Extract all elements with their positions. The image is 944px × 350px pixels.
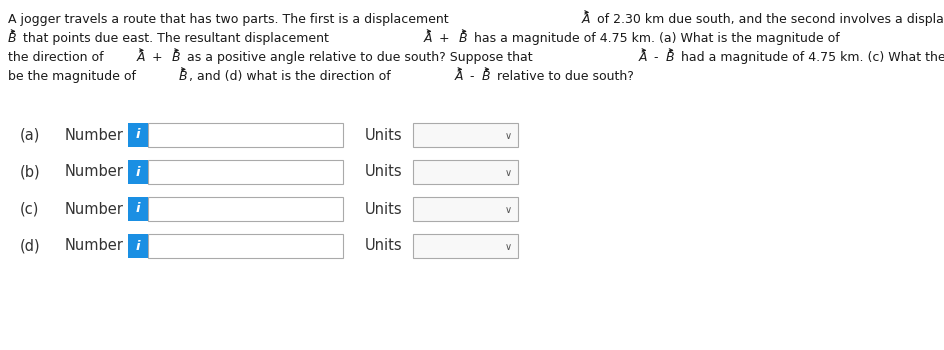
Text: ∨: ∨ — [504, 131, 512, 141]
Text: that points due east. The resultant displacement: that points due east. The resultant disp… — [19, 32, 333, 45]
Text: Number: Number — [65, 202, 124, 217]
FancyBboxPatch shape — [148, 123, 343, 147]
Text: A: A — [582, 13, 590, 26]
FancyBboxPatch shape — [128, 234, 148, 258]
Text: Units: Units — [365, 238, 403, 253]
Text: Units: Units — [365, 202, 403, 217]
FancyBboxPatch shape — [148, 197, 343, 221]
FancyBboxPatch shape — [413, 123, 518, 147]
Text: (d): (d) — [20, 238, 41, 253]
Text: B: B — [178, 70, 187, 83]
Text: A: A — [137, 51, 145, 64]
FancyBboxPatch shape — [128, 160, 148, 184]
FancyBboxPatch shape — [413, 197, 518, 221]
Text: Number: Number — [65, 238, 124, 253]
Text: of 2.30 km due south, and the second involves a displacement: of 2.30 km due south, and the second inv… — [593, 13, 944, 26]
Text: ∨: ∨ — [504, 168, 512, 178]
Text: B: B — [666, 51, 675, 64]
Text: i: i — [136, 166, 141, 178]
Text: (a): (a) — [20, 127, 41, 142]
Text: Units: Units — [365, 164, 403, 180]
Text: Units: Units — [365, 127, 403, 142]
Text: -: - — [649, 51, 663, 64]
Text: had a magnitude of 4.75 km. (c) What then would: had a magnitude of 4.75 km. (c) What the… — [677, 51, 944, 64]
Text: ∨: ∨ — [504, 242, 512, 252]
Text: i: i — [136, 128, 141, 141]
Text: the direction of: the direction of — [8, 51, 108, 64]
Text: +: + — [435, 32, 454, 45]
Text: i: i — [136, 239, 141, 252]
Text: B: B — [8, 32, 17, 45]
FancyBboxPatch shape — [413, 160, 518, 184]
Text: B: B — [459, 32, 468, 45]
FancyBboxPatch shape — [413, 234, 518, 258]
FancyBboxPatch shape — [128, 197, 148, 221]
Text: +: + — [147, 51, 166, 64]
Text: A: A — [639, 51, 648, 64]
Text: A jogger travels a route that has two parts. The first is a displacement: A jogger travels a route that has two pa… — [8, 13, 452, 26]
Text: as a positive angle relative to due south? Suppose that: as a positive angle relative to due sout… — [183, 51, 536, 64]
Text: ∨: ∨ — [504, 205, 512, 215]
Text: , and (d) what is the direction of: , and (d) what is the direction of — [190, 70, 396, 83]
Text: Number: Number — [65, 127, 124, 142]
Text: -: - — [466, 70, 479, 83]
Text: (c): (c) — [20, 202, 40, 217]
Text: has a magnitude of 4.75 km. (a) What is the magnitude of: has a magnitude of 4.75 km. (a) What is … — [470, 32, 844, 45]
Text: B: B — [482, 70, 491, 83]
Text: i: i — [136, 203, 141, 216]
FancyBboxPatch shape — [128, 123, 148, 147]
Text: relative to due south?: relative to due south? — [493, 70, 634, 83]
Text: B: B — [172, 51, 180, 64]
FancyBboxPatch shape — [148, 160, 343, 184]
Text: A: A — [455, 70, 464, 83]
Text: (b): (b) — [20, 164, 41, 180]
FancyBboxPatch shape — [148, 234, 343, 258]
Text: be the magnitude of: be the magnitude of — [8, 70, 140, 83]
Text: Number: Number — [65, 164, 124, 180]
Text: A: A — [424, 32, 432, 45]
